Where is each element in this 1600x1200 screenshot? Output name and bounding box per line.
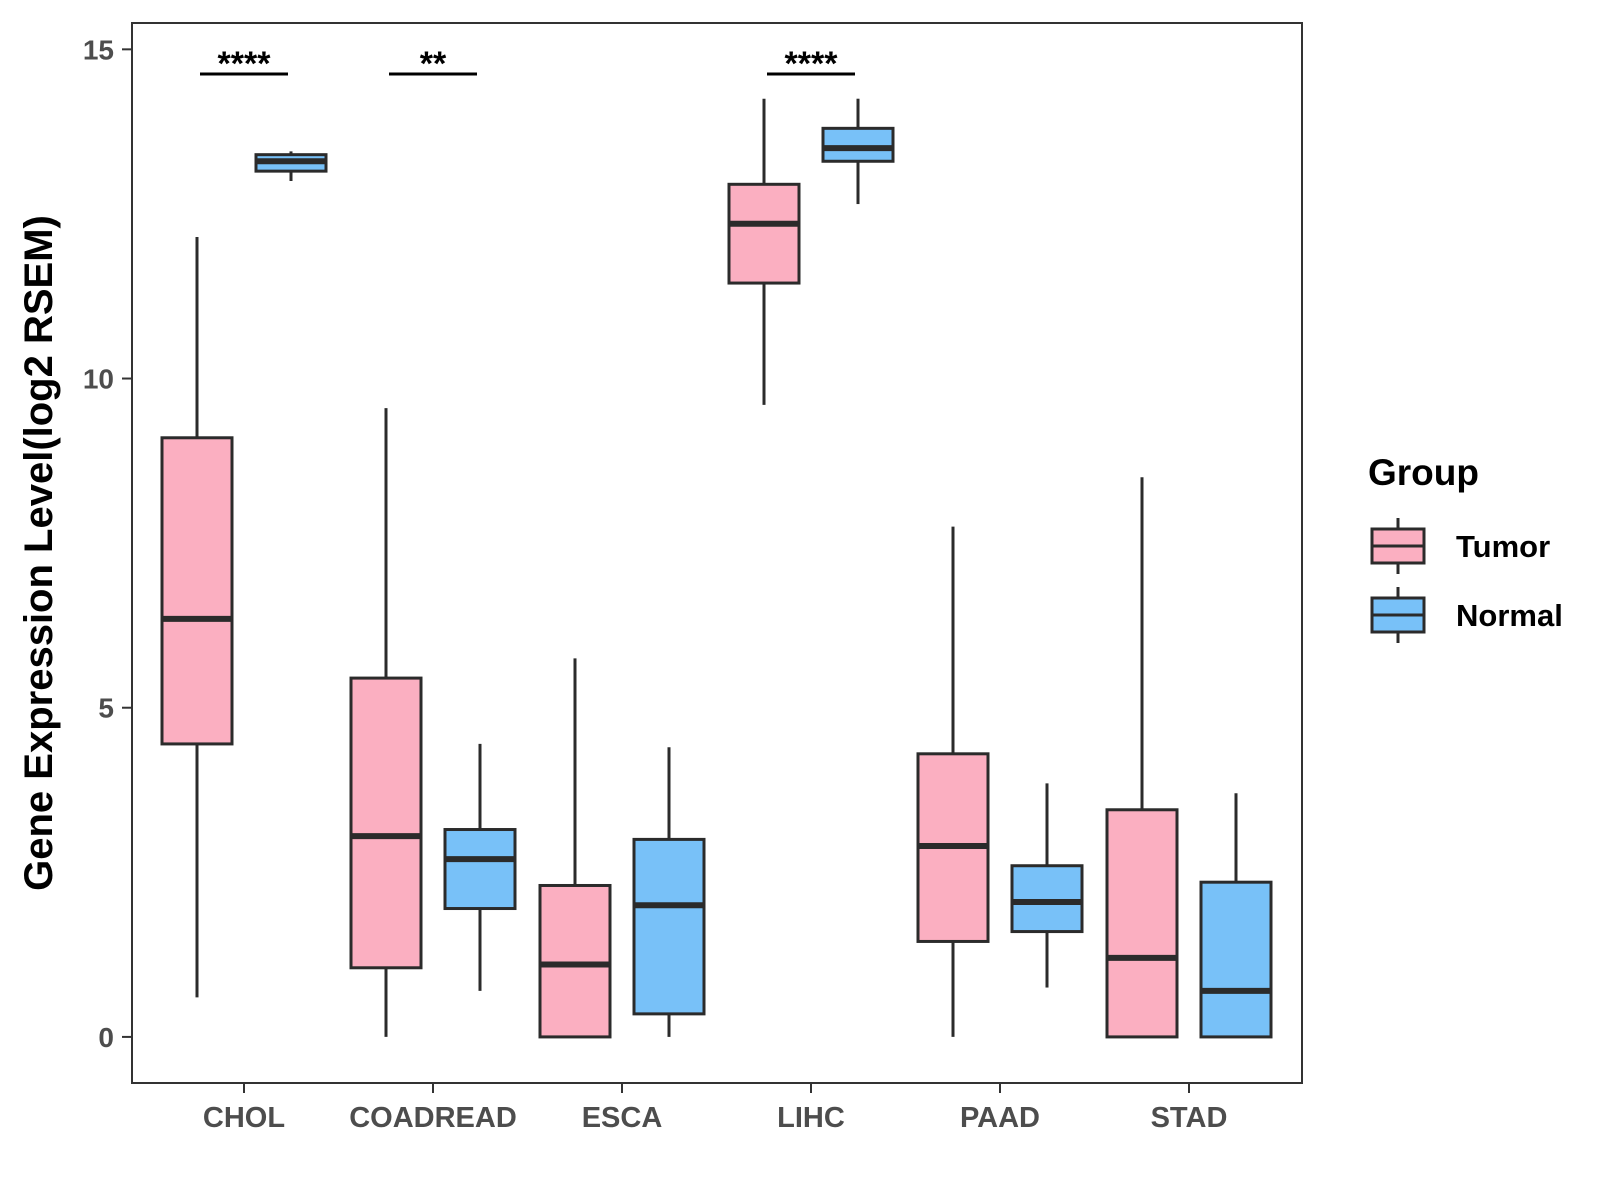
x-axis: CHOL COADREAD ESCA LIHC PAAD STAD [203, 1083, 1227, 1134]
legend: Group Tumor Normal [1368, 452, 1563, 643]
box-tumor-coadread [349, 408, 423, 1037]
x-tick-label-coadread: COADREAD [349, 1102, 517, 1134]
y-tick-label: 0 [98, 1022, 114, 1053]
box-normal-stad [1199, 793, 1273, 1039]
y-tick-label: 10 [83, 364, 114, 395]
box-tumor-esca [538, 658, 612, 1039]
box-body [1199, 880, 1273, 1039]
significance-label: ** [420, 45, 447, 83]
significance-layer: **** ** **** [200, 45, 855, 83]
x-tick-label-stad: STAD [1151, 1102, 1228, 1134]
box-tumor-paad [916, 526, 990, 1037]
y-axis: 0 5 10 15 [83, 34, 132, 1053]
x-tick-label-lihc: LIHC [777, 1102, 845, 1134]
y-tick-label: 15 [83, 34, 114, 65]
legend-label: Tumor [1456, 529, 1550, 564]
box-body [443, 828, 517, 911]
box-body [538, 883, 612, 1039]
box-tumor-chol [160, 236, 234, 998]
legend-title: Group [1368, 452, 1479, 493]
box-tumor-lihc [727, 98, 801, 405]
box-body [821, 126, 895, 163]
box-normal-coadread [443, 743, 517, 991]
legend-entry-normal: Normal [1370, 587, 1563, 643]
box-normal-paad [1010, 783, 1084, 988]
box-normal-chol [254, 151, 328, 182]
legend-entry-tumor: Tumor [1370, 518, 1550, 574]
significance-label: **** [218, 45, 272, 83]
y-tick-label: 5 [98, 693, 114, 724]
box-body [160, 436, 234, 746]
box-layer [160, 98, 1273, 1039]
box-normal-lihc [821, 98, 895, 205]
box-tumor-stad [1105, 477, 1179, 1039]
x-tick-label-paad: PAAD [960, 1102, 1040, 1134]
legend-label: Normal [1456, 598, 1563, 633]
box-normal-esca [632, 747, 706, 1037]
box-body [1105, 808, 1179, 1039]
box-body [727, 182, 801, 285]
x-tick-label-esca: ESCA [582, 1102, 663, 1134]
significance-label: **** [785, 45, 839, 83]
box-body [349, 676, 423, 970]
box-body [1010, 864, 1084, 934]
y-axis-label: Gene Expression Level(log2 RSEM) [17, 215, 61, 891]
x-tick-label-chol: CHOL [203, 1102, 285, 1134]
box-body [632, 837, 706, 1016]
